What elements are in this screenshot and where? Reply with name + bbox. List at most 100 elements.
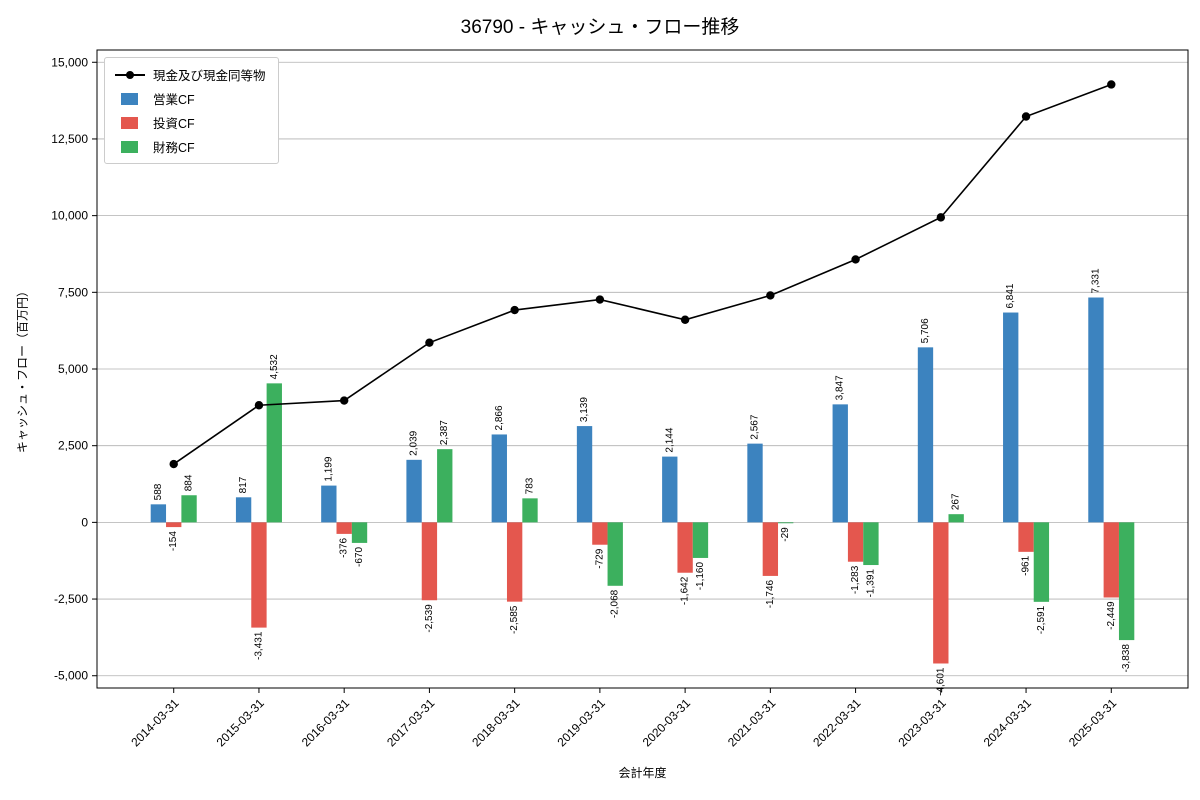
x-tick-label: 2015-03-31 xyxy=(214,696,268,750)
legend: 現金及び現金同等物 営業CF 投資CF 財務CF xyxy=(104,57,279,164)
bar-labels-operating: 588 817 1,199 2,039 2,866 3,139 2,144 2,567 3,84… xyxy=(153,268,1102,500)
legend-label-investing: 投資CF xyxy=(153,117,195,131)
bar-operating xyxy=(406,459,422,523)
bar-investing xyxy=(251,522,267,628)
bar-value-label: -1,391 xyxy=(865,569,876,598)
bar-operating xyxy=(662,456,678,523)
bar-financing xyxy=(181,495,197,523)
legend-label-operating: 営業CF xyxy=(153,93,195,107)
cash-line-marker xyxy=(339,396,349,405)
bar-investing xyxy=(592,522,608,545)
y-tick-label: 12,500 xyxy=(51,132,88,146)
bar-value-label: 6,841 xyxy=(1005,283,1016,308)
bar-value-label: 5,706 xyxy=(920,318,931,343)
x-tick-label: 2014-03-31 xyxy=(128,696,182,750)
cash-line-marker xyxy=(169,459,178,469)
y-tick-label: -5,000 xyxy=(54,669,88,683)
bar-value-label: -3,838 xyxy=(1121,644,1132,673)
cash-line-marker xyxy=(425,338,434,347)
cash-line-marker xyxy=(1107,80,1116,89)
bar-value-label: -2,539 xyxy=(424,604,435,633)
bar-value-label: 1,199 xyxy=(323,456,334,481)
x-tick-label: 2023-03-31 xyxy=(895,696,949,750)
legend-item-operating: 営業CF xyxy=(115,89,266,108)
bar-operating xyxy=(1003,312,1019,523)
x-tick-label: 2019-03-31 xyxy=(555,696,609,750)
bar-operating xyxy=(576,426,593,523)
bar-financing xyxy=(522,498,538,523)
bar-value-label: 588 xyxy=(153,483,164,500)
bar-financing xyxy=(1033,522,1050,602)
bar-operating xyxy=(747,443,763,523)
x-tick-label: 2016-03-31 xyxy=(299,696,353,750)
bar-value-label: 2,039 xyxy=(409,430,420,455)
bar-investing xyxy=(336,522,352,534)
y-axis-ticks: -5,000 -2,500 0 2,500 5,000 7,500 10,000 12,500… xyxy=(51,55,97,683)
legend-item-cash: 現金及び現金同等物 xyxy=(115,65,266,84)
bar-financing xyxy=(437,449,453,523)
bar-financing xyxy=(948,514,964,523)
operating-swatch-icon xyxy=(121,92,138,105)
bar-investing xyxy=(421,522,438,601)
x-tick-label: 2025-03-31 xyxy=(1066,696,1120,750)
bar-value-label: -2,591 xyxy=(1036,605,1047,634)
bar-value-label: 783 xyxy=(524,477,535,494)
x-tick-label: 2020-03-31 xyxy=(640,696,694,750)
bar-operating xyxy=(491,434,507,523)
x-axis-label: 会計年度 xyxy=(618,766,667,780)
bar-value-label: -29 xyxy=(780,527,791,542)
bar-value-label: -4,601 xyxy=(935,667,946,696)
x-tick-label: 2017-03-31 xyxy=(384,696,438,750)
bar-financing xyxy=(1118,522,1135,641)
bar-investing xyxy=(1018,522,1034,552)
bar-value-label: -154 xyxy=(168,531,179,551)
bar-value-label: -670 xyxy=(354,546,365,566)
bar-value-label: -376 xyxy=(339,537,350,557)
bar-value-label: -729 xyxy=(594,548,605,568)
bar-financing xyxy=(351,522,368,543)
bar-financing xyxy=(692,522,709,558)
bar-value-label: -2,068 xyxy=(610,589,621,618)
bar-investing xyxy=(506,522,523,602)
y-tick-label: 7,500 xyxy=(58,285,88,299)
bar-value-label: 2,144 xyxy=(664,427,675,452)
y-tick-label: 5,000 xyxy=(58,362,88,376)
x-tick-label: 2018-03-31 xyxy=(469,696,523,750)
bar-operating xyxy=(832,404,848,523)
bar-value-label: 884 xyxy=(184,474,195,491)
bar-investing xyxy=(677,522,693,573)
legend-item-investing: 投資CF xyxy=(115,113,266,132)
bar-labels-investing: -154 -3,431 -376 -2,539 -2,585 -729 -1,642 -1,7… xyxy=(168,531,1117,696)
y-tick-label: 15,000 xyxy=(51,55,88,69)
bar-financing xyxy=(778,522,794,524)
bar-value-label: 2,866 xyxy=(494,405,505,430)
y-axis-label: キャッシュ・フロー（百万円） xyxy=(15,284,30,454)
bar-financing xyxy=(607,522,623,586)
bar-investing xyxy=(762,522,779,576)
bar-value-label: 3,139 xyxy=(579,397,590,422)
legend-label-financing: 財務CF xyxy=(153,141,195,155)
cash-line-marker xyxy=(595,295,605,304)
financing-swatch-icon xyxy=(121,140,138,153)
bar-value-label: -2,449 xyxy=(1106,601,1117,630)
investing-swatch-icon xyxy=(121,116,138,129)
bar-financing xyxy=(863,522,879,566)
x-tick-label: 2024-03-31 xyxy=(981,696,1035,750)
bar-investing xyxy=(166,522,182,528)
bar-financing xyxy=(266,383,282,523)
bar-value-label: -1,160 xyxy=(695,562,706,591)
bar-value-label: -3,431 xyxy=(253,631,264,660)
bar-operating xyxy=(150,504,167,523)
y-tick-label: 0 xyxy=(81,515,88,529)
bar-operating xyxy=(917,347,934,523)
x-axis-ticks: 2014-03-31 2015-03-31 2016-03-31 2017-03-31… xyxy=(128,688,1119,749)
bar-value-label: -1,283 xyxy=(850,565,861,594)
legend-label-cash: 現金及び現金同等物 xyxy=(153,69,266,83)
bar-operating xyxy=(1088,297,1104,523)
line-marker-icon xyxy=(115,70,145,79)
bar-value-label: 4,532 xyxy=(269,354,280,379)
bar-value-label: 817 xyxy=(238,476,249,493)
bar-value-label: -961 xyxy=(1021,555,1032,575)
legend-item-financing: 財務CF xyxy=(115,137,266,156)
